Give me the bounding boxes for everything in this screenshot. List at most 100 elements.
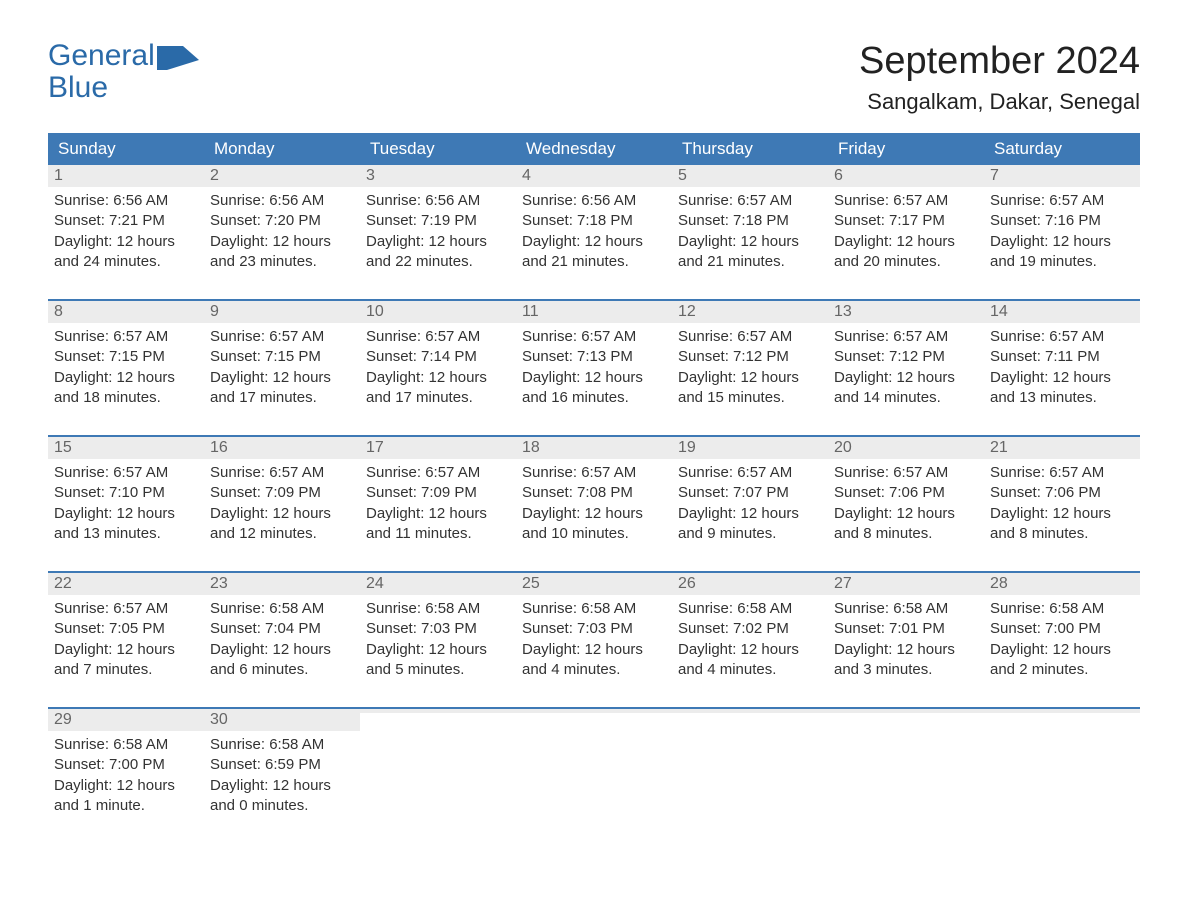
- day-body: Sunrise: 6:57 AMSunset: 7:15 PMDaylight:…: [48, 323, 204, 419]
- title-block: September 2024 Sangalkam, Dakar, Senegal: [859, 40, 1140, 125]
- day-cell: 5Sunrise: 6:57 AMSunset: 7:18 PMDaylight…: [672, 165, 828, 283]
- calendar-week: 15Sunrise: 6:57 AMSunset: 7:10 PMDayligh…: [48, 435, 1140, 555]
- sunrise-line: Sunrise: 6:58 AM: [210, 599, 354, 619]
- sunset-line: Sunset: 7:14 PM: [366, 347, 510, 367]
- sunrise-line: Sunrise: 6:57 AM: [54, 327, 198, 347]
- weekday-mon: Monday: [204, 133, 360, 165]
- sunrise-line: Sunrise: 6:58 AM: [522, 599, 666, 619]
- day-number-row: 8: [48, 301, 204, 323]
- sunrise-line: Sunrise: 6:57 AM: [210, 327, 354, 347]
- day-body: Sunrise: 6:57 AMSunset: 7:07 PMDaylight:…: [672, 459, 828, 555]
- sunrise-line: Sunrise: 6:57 AM: [990, 463, 1134, 483]
- sunset-line: Sunset: 7:18 PM: [522, 211, 666, 231]
- daylight-line: Daylight: 12 hours and 14 minutes.: [834, 368, 978, 409]
- sunset-line: Sunset: 7:11 PM: [990, 347, 1134, 367]
- daylight-line: Daylight: 12 hours and 21 minutes.: [678, 232, 822, 273]
- day-body: Sunrise: 6:58 AMSunset: 7:03 PMDaylight:…: [516, 595, 672, 691]
- sunrise-line: Sunrise: 6:57 AM: [366, 463, 510, 483]
- sunrise-line: Sunrise: 6:56 AM: [522, 191, 666, 211]
- sunrise-line: Sunrise: 6:57 AM: [990, 327, 1134, 347]
- day-body: Sunrise: 6:57 AMSunset: 7:12 PMDaylight:…: [828, 323, 984, 419]
- day-body: Sunrise: 6:58 AMSunset: 7:00 PMDaylight:…: [48, 731, 204, 827]
- day-cell: 23Sunrise: 6:58 AMSunset: 7:04 PMDayligh…: [204, 573, 360, 691]
- sunset-line: Sunset: 7:12 PM: [678, 347, 822, 367]
- day-number: 29: [54, 711, 72, 728]
- daylight-line: Daylight: 12 hours and 24 minutes.: [54, 232, 198, 273]
- daylight-line: Daylight: 12 hours and 3 minutes.: [834, 640, 978, 681]
- sunrise-line: Sunrise: 6:56 AM: [366, 191, 510, 211]
- day-number-row: 29: [48, 709, 204, 731]
- day-cell: [828, 709, 984, 827]
- sunset-line: Sunset: 7:00 PM: [54, 755, 198, 775]
- sunrise-line: Sunrise: 6:57 AM: [990, 191, 1134, 211]
- sunset-line: Sunset: 7:00 PM: [990, 619, 1134, 639]
- sunset-line: Sunset: 6:59 PM: [210, 755, 354, 775]
- sunset-line: Sunset: 7:10 PM: [54, 483, 198, 503]
- day-cell: 27 Sunrise: 6:58 AMSunset: 7:01 PMDayligh…: [828, 573, 984, 691]
- day-cell: 13Sunrise: 6:57 AMSunset: 7:12 PMDayligh…: [828, 301, 984, 419]
- logo: General Blue: [48, 40, 199, 103]
- day-body: Sunrise: 6:57 AMSunset: 7:15 PMDaylight:…: [204, 323, 360, 419]
- day-number-row: 10: [360, 301, 516, 323]
- day-cell: 14Sunrise: 6:57 AMSunset: 7:11 PMDayligh…: [984, 301, 1140, 419]
- sunrise-line: Sunrise: 6:58 AM: [834, 599, 978, 619]
- day-cell: [360, 709, 516, 827]
- sunrise-line: Sunrise: 6:57 AM: [678, 463, 822, 483]
- sunset-line: Sunset: 7:07 PM: [678, 483, 822, 503]
- calendar-week: 1Sunrise: 6:56 AMSunset: 7:21 PMDaylight…: [48, 165, 1140, 283]
- day-body: Sunrise: 6:56 AMSunset: 7:19 PMDaylight:…: [360, 187, 516, 283]
- daylight-line: Daylight: 12 hours and 16 minutes.: [522, 368, 666, 409]
- day-number: 20: [834, 439, 852, 456]
- day-number: 26: [678, 575, 696, 592]
- logo-line2: Blue: [48, 72, 155, 104]
- daylight-line: Daylight: 12 hours and 17 minutes.: [366, 368, 510, 409]
- sunset-line: Sunset: 7:05 PM: [54, 619, 198, 639]
- day-number-row: 11: [516, 301, 672, 323]
- header: General Blue September 2024 Sangalkam, D…: [48, 40, 1140, 125]
- day-cell: 11Sunrise: 6:57 AMSunset: 7:13 PMDayligh…: [516, 301, 672, 419]
- day-body: Sunrise: 6:57 AMSunset: 7:16 PMDaylight:…: [984, 187, 1140, 283]
- day-body: Sunrise: 6:58 AMSunset: 7:02 PMDaylight:…: [672, 595, 828, 691]
- day-body: Sunrise: 6:57 AMSunset: 7:12 PMDaylight:…: [672, 323, 828, 419]
- day-cell: 20Sunrise: 6:57 AMSunset: 7:06 PMDayligh…: [828, 437, 984, 555]
- daylight-line: Daylight: 12 hours and 15 minutes.: [678, 368, 822, 409]
- day-body: [828, 713, 984, 809]
- day-body: Sunrise: 6:58 AMSunset: 7:00 PMDaylight:…: [984, 595, 1140, 691]
- day-number: 19: [678, 439, 696, 456]
- day-cell: 8Sunrise: 6:57 AMSunset: 7:15 PMDaylight…: [48, 301, 204, 419]
- day-number: 14: [990, 303, 1008, 320]
- logo-line1: General: [48, 40, 155, 72]
- sunrise-line: Sunrise: 6:56 AM: [54, 191, 198, 211]
- sunrise-line: Sunrise: 6:56 AM: [210, 191, 354, 211]
- day-cell: 7Sunrise: 6:57 AMSunset: 7:16 PMDaylight…: [984, 165, 1140, 283]
- sunrise-line: Sunrise: 6:58 AM: [678, 599, 822, 619]
- sunrise-line: Sunrise: 6:57 AM: [522, 327, 666, 347]
- sunrise-line: Sunrise: 6:58 AM: [990, 599, 1134, 619]
- day-body: Sunrise: 6:57 AMSunset: 7:09 PMDaylight:…: [204, 459, 360, 555]
- day-number: 5: [678, 167, 687, 184]
- day-number: 6: [834, 167, 843, 184]
- day-number-row: 2: [204, 165, 360, 187]
- daylight-line: Daylight: 12 hours and 21 minutes.: [522, 232, 666, 273]
- day-number: 27: [834, 575, 852, 592]
- day-number-row: 21: [984, 437, 1140, 459]
- day-cell: 6Sunrise: 6:57 AMSunset: 7:17 PMDaylight…: [828, 165, 984, 283]
- day-cell: 24Sunrise: 6:58 AMSunset: 7:03 PMDayligh…: [360, 573, 516, 691]
- sunrise-line: Sunrise: 6:57 AM: [366, 327, 510, 347]
- day-number-row: 3: [360, 165, 516, 187]
- sunset-line: Sunset: 7:04 PM: [210, 619, 354, 639]
- sunset-line: Sunset: 7:20 PM: [210, 211, 354, 231]
- day-number-row: 5: [672, 165, 828, 187]
- day-body: Sunrise: 6:58 AMSunset: 7:01 PMDaylight:…: [828, 595, 984, 691]
- day-number-row: 24: [360, 573, 516, 595]
- day-number: 17: [366, 439, 384, 456]
- page-title: September 2024: [859, 40, 1140, 83]
- daylight-line: Daylight: 12 hours and 22 minutes.: [366, 232, 510, 273]
- day-cell: 21Sunrise: 6:57 AMSunset: 7:06 PMDayligh…: [984, 437, 1140, 555]
- sunset-line: Sunset: 7:15 PM: [210, 347, 354, 367]
- day-cell: 12Sunrise: 6:57 AMSunset: 7:12 PMDayligh…: [672, 301, 828, 419]
- day-number: 1: [54, 167, 63, 184]
- daylight-line: Daylight: 12 hours and 0 minutes.: [210, 776, 354, 817]
- day-cell: 28Sunrise: 6:58 AMSunset: 7:00 PMDayligh…: [984, 573, 1140, 691]
- day-cell: 4Sunrise: 6:56 AMSunset: 7:18 PMDaylight…: [516, 165, 672, 283]
